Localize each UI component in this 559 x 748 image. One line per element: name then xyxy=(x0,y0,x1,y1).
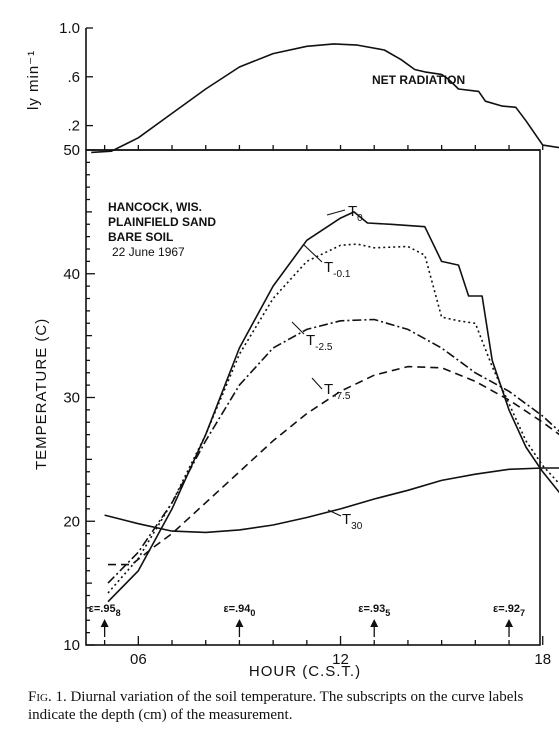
curve-labels: T0 T-0.1 T-2.5 T-7.5 T30 xyxy=(291,203,363,532)
emissivity-label: ε=.940 xyxy=(223,603,255,618)
series-line-t-0.1 xyxy=(107,243,559,594)
series-line-t-2.5 xyxy=(107,318,559,584)
t30-leader xyxy=(327,509,342,517)
hour-x-label: HOUR (C.S.T.) xyxy=(249,663,361,680)
t-0.1-leader xyxy=(303,244,323,263)
site-annotation-line-1: HANCOCK, WIS. xyxy=(108,200,202,214)
series-line-t0 xyxy=(107,211,559,603)
hour-tick-label: 18 xyxy=(534,651,551,668)
series-line-t30 xyxy=(104,467,559,534)
emissivity-label: ε=.958 xyxy=(89,603,121,618)
hour-x-ticks: 06 12 18 xyxy=(103,145,551,668)
series-line-t-7.5 xyxy=(108,365,559,566)
hour-tick-label: 06 xyxy=(130,651,147,668)
emissivity-label: ε=.935 xyxy=(358,603,390,618)
site-annotation-line-3: BARE SOIL xyxy=(108,230,173,244)
net-radiation-panel: 1.0 .6 .2 ly min⁻¹ NET RADIATION xyxy=(25,20,559,154)
temperature-y-ticks: 50 40 30 20 10 xyxy=(63,142,95,654)
radiation-y-tick-label: .6 xyxy=(67,69,80,86)
t30-label: T30 xyxy=(342,511,363,532)
radiation-y-ticks: 1.0 .6 .2 xyxy=(59,20,93,135)
site-annotation-line-4: 22 June 1967 xyxy=(112,245,185,259)
emissivity-arrow-head xyxy=(100,619,109,627)
radiation-y-tick-label: .2 xyxy=(67,118,80,135)
emissivity-arrow-head xyxy=(505,619,514,627)
caption-text: Diurnal variation of the soil temperatur… xyxy=(28,689,524,723)
temperature-y-tick-label: 10 xyxy=(63,637,80,654)
t-7.5-label: T-7.5 xyxy=(324,381,351,402)
t0-label: T0 xyxy=(348,203,363,224)
temperature-y-tick-label: 50 xyxy=(63,142,80,159)
temperature-y-tick-label: 30 xyxy=(63,390,80,407)
t-2.5-label: T-2.5 xyxy=(306,332,333,353)
figure: 1.0 .6 .2 ly min⁻¹ NET RADIATION 50 40 30 20 1… xyxy=(25,20,559,680)
t-7.5-leader xyxy=(311,377,323,390)
temperature-y-tick-label: 20 xyxy=(63,513,80,530)
emissivity-arrow-head xyxy=(235,619,244,627)
radiation-y-label: ly min⁻¹ xyxy=(25,50,42,110)
temperature-y-tick-label: 40 xyxy=(63,266,80,283)
net-radiation-line xyxy=(91,43,559,154)
figure-number: Fig. 1. xyxy=(28,689,67,705)
radiation-y-tick-label: 1.0 xyxy=(59,20,80,37)
temperature-y-label: TEMPERATURE (C) xyxy=(33,318,50,470)
site-annotation: HANCOCK, WIS. PLAINFIELD SAND BARE SOIL … xyxy=(108,200,216,259)
emissivity-markers: ε=.958 ε=.940 ε=.935 ε=.927 xyxy=(89,603,525,637)
figure-caption: Fig. 1. Diurnal variation of the soil te… xyxy=(28,688,554,724)
temperature-series xyxy=(104,211,559,603)
t-0.1-label: T-0.1 xyxy=(324,259,351,280)
t-2.5-leader xyxy=(291,321,305,335)
emissivity-arrow-head xyxy=(370,619,379,627)
net-radiation-label: NET RADIATION xyxy=(372,73,465,87)
hour-tick-label: 12 xyxy=(332,651,349,668)
emissivity-label: ε=.927 xyxy=(493,603,525,618)
temperature-panel: 50 40 30 20 10 06 12 18 HOUR (C.S.T.) TEMPERAT… xyxy=(33,142,559,680)
site-annotation-line-2: PLAINFIELD SAND xyxy=(108,215,216,229)
t0-leader xyxy=(326,209,346,216)
